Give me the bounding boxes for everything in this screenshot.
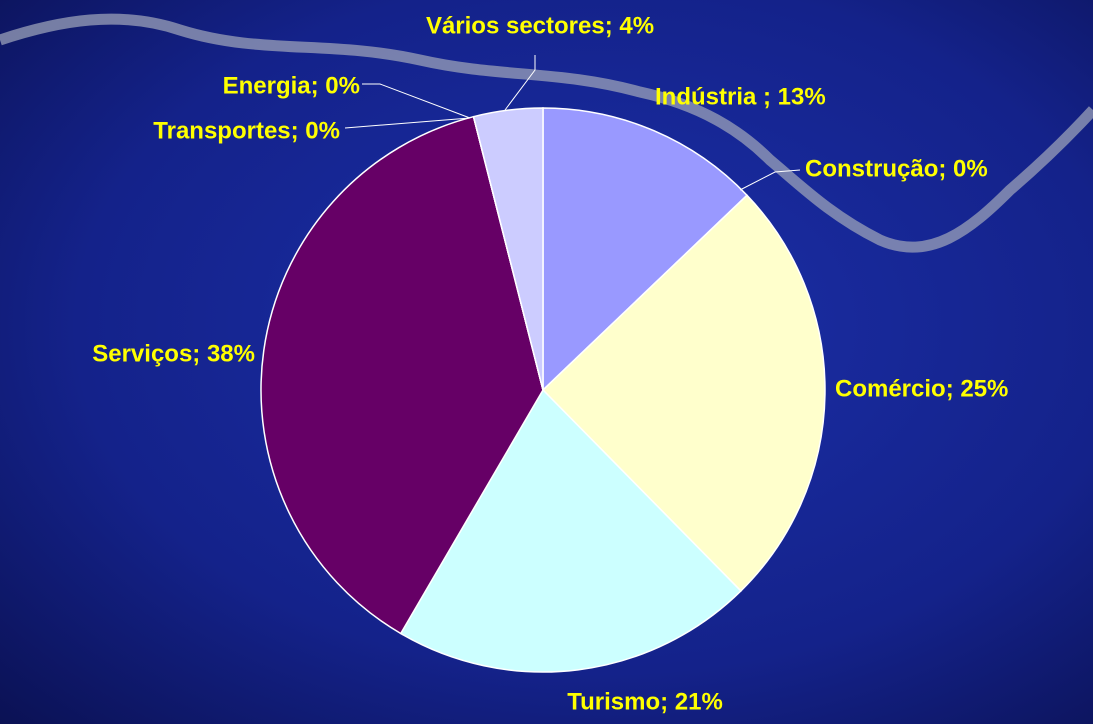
pie-slice [260,115,544,635]
pie-slice [399,388,742,673]
data-label: Transportes; 0% [153,117,340,144]
pie-slice [541,194,826,593]
pie-slice [542,107,749,392]
data-label: Turismo; 21% [567,688,723,715]
data-label: Energia; 0% [223,72,360,99]
coastline [0,13,1093,253]
data-label: Vários sectores; 4% [426,12,654,39]
pie-slice [472,107,544,391]
data-label: Serviços; 38% [92,340,255,367]
data-label: Indústria ; 13% [655,83,826,110]
data-label: Construção; 0% [805,155,988,182]
leader-line [344,117,471,129]
leader-line [739,169,801,191]
data-label: Comércio; 25% [835,375,1008,402]
leader-line [504,55,536,111]
leader-line [362,83,471,119]
